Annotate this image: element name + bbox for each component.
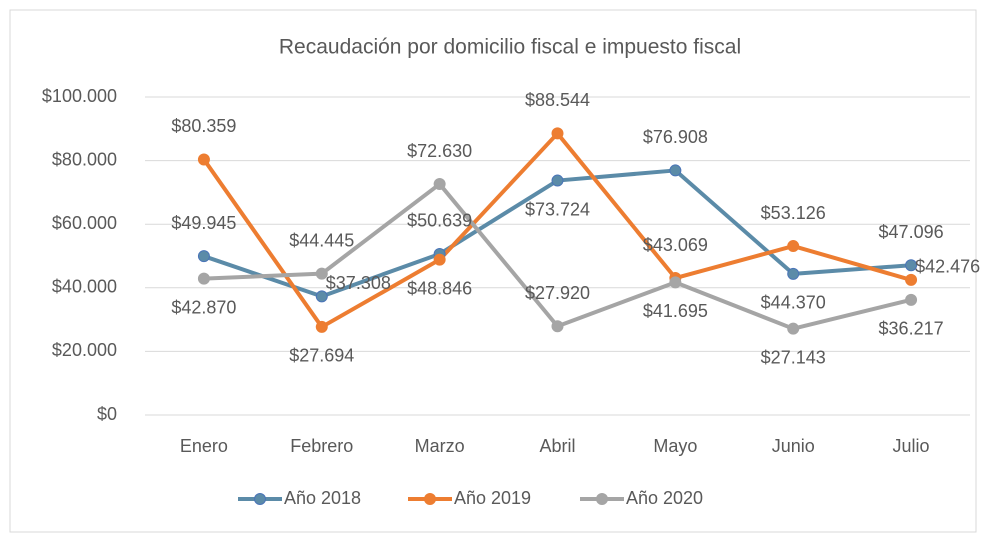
y-tick-label: $20.000	[52, 340, 117, 360]
x-tick-label: Junio	[772, 436, 815, 456]
data-point	[315, 290, 328, 303]
data-point	[905, 293, 918, 306]
data-label: $44.445	[289, 230, 354, 250]
data-label: $44.370	[761, 293, 826, 313]
data-label: $37.308	[326, 273, 391, 293]
x-tick-label: Mayo	[653, 436, 697, 456]
legend-label: Año 2018	[284, 488, 361, 508]
data-label: $27.920	[525, 283, 590, 303]
data-point	[433, 253, 446, 266]
data-label: $72.630	[407, 141, 472, 161]
data-point	[787, 240, 800, 253]
x-tick-label: Enero	[180, 436, 228, 456]
data-label: $36.217	[879, 319, 944, 339]
data-label: $41.695	[643, 301, 708, 321]
x-tick-label: Abril	[539, 436, 575, 456]
data-point	[551, 320, 564, 333]
legend-marker	[596, 493, 608, 505]
data-point	[197, 153, 210, 166]
data-point	[551, 127, 564, 140]
data-label: $73.724	[525, 199, 590, 219]
data-point	[787, 322, 800, 335]
data-point	[551, 174, 564, 187]
data-point	[669, 276, 682, 289]
y-tick-label: $60.000	[52, 213, 117, 233]
chart-title: Recaudación por domicilio fiscal e impue…	[279, 36, 741, 59]
data-point	[905, 273, 918, 286]
data-point	[315, 267, 328, 280]
legend-marker	[424, 493, 436, 505]
data-label: $42.476	[915, 257, 980, 277]
y-tick-label: $40.000	[52, 277, 117, 297]
data-point	[197, 250, 210, 263]
data-label: $48.846	[407, 278, 472, 298]
data-point	[905, 259, 918, 272]
x-tick-label: Julio	[893, 436, 930, 456]
data-label: $50.639	[407, 211, 472, 231]
data-label: $49.945	[171, 213, 236, 233]
data-label: $80.359	[171, 116, 236, 136]
data-label: $42.870	[171, 297, 236, 317]
data-point	[433, 178, 446, 191]
data-label: $27.694	[289, 346, 354, 366]
data-label: $88.544	[525, 90, 590, 110]
legend-label: Año 2020	[626, 488, 703, 508]
y-tick-label: $100.000	[42, 86, 117, 106]
legend-label: Año 2019	[454, 488, 531, 508]
data-label: $53.126	[761, 203, 826, 223]
x-tick-label: Febrero	[290, 436, 353, 456]
y-tick-label: $0	[97, 404, 117, 424]
data-label: $76.908	[643, 127, 708, 147]
data-label: $43.069	[643, 235, 708, 255]
data-point	[197, 272, 210, 285]
data-label: $27.143	[761, 347, 826, 367]
y-tick-label: $80.000	[52, 149, 117, 169]
data-point	[669, 164, 682, 177]
legend-marker	[254, 493, 266, 505]
data-point	[787, 267, 800, 280]
data-label: $47.096	[879, 222, 944, 242]
x-tick-label: Marzo	[415, 436, 465, 456]
data-point	[315, 320, 328, 333]
